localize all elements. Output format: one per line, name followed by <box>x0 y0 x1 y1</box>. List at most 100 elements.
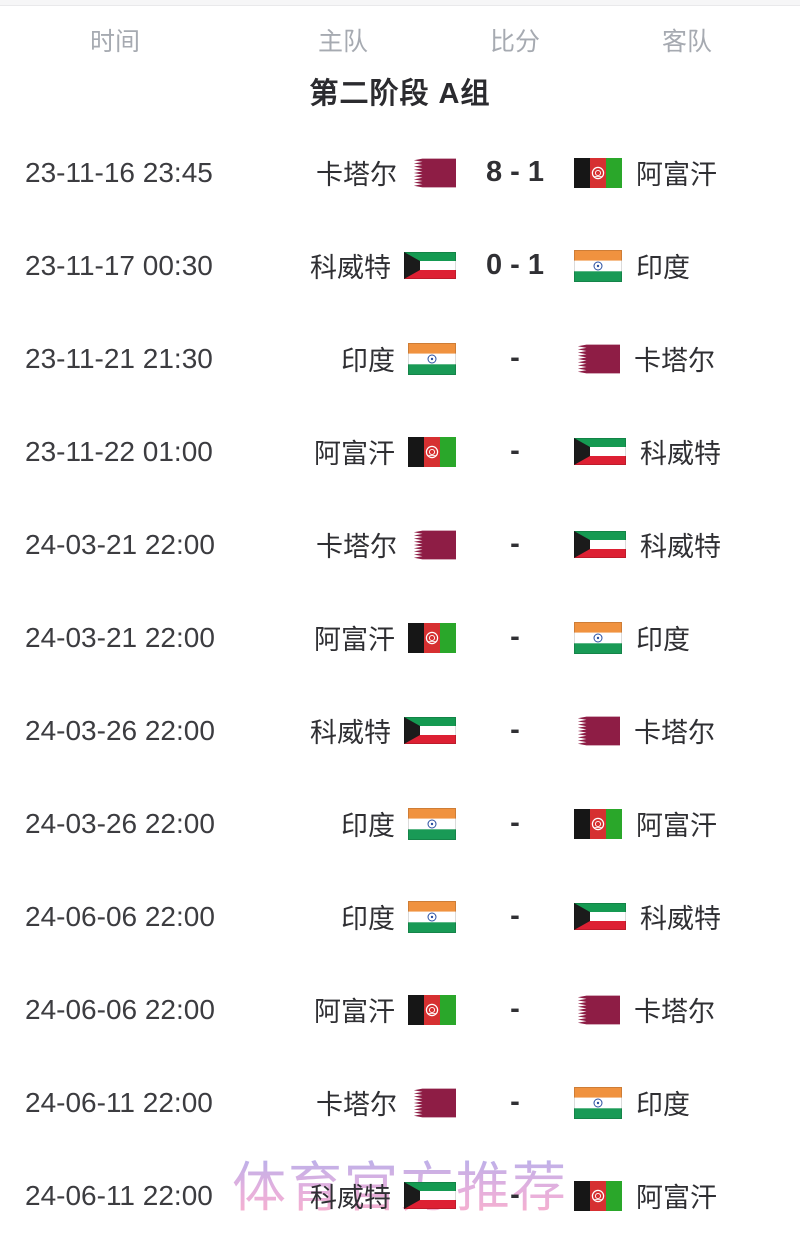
match-score: - <box>510 993 520 1025</box>
home-team-name: 科威特 <box>310 1183 391 1213</box>
home-team: 阿富汗 <box>230 618 456 657</box>
column-header-home: 主队 <box>317 28 368 56</box>
match-score: - <box>510 1179 520 1211</box>
home-team: 科威特 <box>230 246 456 285</box>
match-time: 24-03-26 22:00 <box>25 714 215 746</box>
match-row[interactable]: 24-06-06 22:00 印度 - 科威特 <box>0 870 800 963</box>
away-team: 卡塔尔 <box>574 990 800 1029</box>
match-row[interactable]: 23-11-17 00:30 科威特 0 - 1 印度 <box>0 219 800 312</box>
away-team-name: 科威特 <box>640 439 721 469</box>
match-row[interactable]: 23-11-21 21:30 印度 - 卡塔尔 <box>0 312 800 405</box>
match-row[interactable]: 24-06-11 22:00 科威特 - 阿富汗 <box>0 1149 800 1242</box>
match-time: 23-11-17 00:30 <box>25 249 213 281</box>
home-team: 印度 <box>230 897 456 936</box>
home-team: 卡塔尔 <box>230 1083 456 1122</box>
away-team: 阿富汗 <box>574 1176 800 1215</box>
match-score: - <box>510 342 520 374</box>
match-score: 8 - 1 <box>485 156 545 188</box>
home-team: 印度 <box>230 804 456 843</box>
match-time: 24-06-06 22:00 <box>25 900 215 932</box>
india-flag-icon <box>574 1086 622 1119</box>
match-time: 23-11-16 23:45 <box>25 156 213 188</box>
match-score: - <box>510 714 520 746</box>
match-time: 24-03-21 22:00 <box>25 528 215 560</box>
afghanistan-flag-icon <box>574 1180 622 1211</box>
match-row[interactable]: 24-06-11 22:00 卡塔尔 - 印度 <box>0 1056 800 1149</box>
home-team-name: 卡塔尔 <box>316 1090 397 1120</box>
away-team: 阿富汗 <box>574 153 800 192</box>
match-row[interactable]: 24-03-26 22:00 科威特 - 卡塔尔 <box>0 684 800 777</box>
home-team-name: 印度 <box>341 904 395 934</box>
match-row[interactable]: 24-03-21 22:00 卡塔尔 - 科威特 <box>0 498 800 591</box>
match-score: 0 - 1 <box>485 249 545 281</box>
afghanistan-flag-icon <box>574 157 622 188</box>
india-flag-icon <box>408 342 456 375</box>
home-team-name: 阿富汗 <box>314 997 395 1027</box>
match-score: - <box>510 621 520 653</box>
away-team: 印度 <box>574 1083 800 1122</box>
india-flag-icon <box>408 807 456 840</box>
match-row[interactable]: 23-11-22 01:00 阿富汗 - 科威特 <box>0 405 800 498</box>
home-team-name: 阿富汗 <box>314 439 395 469</box>
india-flag-icon <box>408 900 456 933</box>
away-team-name: 印度 <box>636 1090 690 1120</box>
india-flag-icon <box>574 249 622 282</box>
away-team: 卡塔尔 <box>574 339 800 378</box>
match-score: - <box>510 807 520 839</box>
home-team-name: 印度 <box>341 346 395 376</box>
match-score: - <box>510 528 520 560</box>
away-team-name: 卡塔尔 <box>634 718 715 748</box>
home-team-name: 科威特 <box>310 253 391 283</box>
column-header-score: 比分 <box>489 28 540 56</box>
home-team: 阿富汗 <box>230 990 456 1029</box>
match-row[interactable]: 24-03-21 22:00 阿富汗 - 印度 <box>0 591 800 684</box>
kuwait-flag-icon <box>574 903 626 930</box>
match-row[interactable]: 23-11-16 23:45 卡塔尔 8 - 1 阿富汗 <box>0 126 800 219</box>
qatar-flag-icon <box>574 995 620 1025</box>
kuwait-flag-icon <box>404 252 456 279</box>
away-team: 科威特 <box>574 432 800 471</box>
match-score: - <box>510 1086 520 1118</box>
match-time: 24-06-06 22:00 <box>25 993 215 1025</box>
afghanistan-flag-icon <box>408 994 456 1025</box>
home-team: 卡塔尔 <box>230 525 456 564</box>
screen-top-edge <box>0 0 800 6</box>
match-time: 24-03-21 22:00 <box>25 621 215 653</box>
home-team: 卡塔尔 <box>230 153 456 192</box>
away-team: 卡塔尔 <box>574 711 800 750</box>
kuwait-flag-icon <box>574 438 626 465</box>
away-team: 印度 <box>574 618 800 657</box>
away-team-name: 阿富汗 <box>636 811 717 841</box>
match-time: 23-11-22 01:00 <box>25 435 213 467</box>
home-team: 印度 <box>230 339 456 378</box>
away-team: 阿富汗 <box>574 804 800 843</box>
away-team-name: 阿富汗 <box>636 160 717 190</box>
qatar-flag-icon <box>574 716 620 746</box>
column-header-time: 时间 <box>89 28 140 56</box>
away-team: 科威特 <box>574 897 800 936</box>
away-team: 印度 <box>574 246 800 285</box>
match-score: - <box>510 435 520 467</box>
match-time: 23-11-21 21:30 <box>25 342 213 374</box>
afghanistan-flag-icon <box>408 622 456 653</box>
match-row[interactable]: 24-06-06 22:00 阿富汗 - 卡塔尔 <box>0 963 800 1056</box>
column-header-away: 客队 <box>661 28 712 56</box>
away-team: 科威特 <box>574 525 800 564</box>
home-team-name: 印度 <box>341 811 395 841</box>
india-flag-icon <box>574 621 622 654</box>
kuwait-flag-icon <box>574 531 626 558</box>
group-title: 第二阶段 A组 <box>309 78 491 110</box>
away-team-name: 印度 <box>636 625 690 655</box>
home-team-name: 卡塔尔 <box>316 532 397 562</box>
kuwait-flag-icon <box>404 717 456 744</box>
watermark: 体育官方推荐 <box>232 1156 568 1219</box>
qatar-flag-icon <box>574 344 620 374</box>
match-row[interactable]: 24-03-26 22:00 印度 - 阿富汗 <box>0 777 800 870</box>
home-team-name: 阿富汗 <box>314 625 395 655</box>
home-team-name: 卡塔尔 <box>316 160 397 190</box>
match-list: 23-11-16 23:45 卡塔尔 8 - 1 阿富汗 23-11-17 00… <box>0 126 800 1242</box>
match-time: 24-06-11 22:00 <box>25 1179 213 1211</box>
afghanistan-flag-icon <box>574 808 622 839</box>
qatar-flag-icon <box>410 1088 456 1118</box>
